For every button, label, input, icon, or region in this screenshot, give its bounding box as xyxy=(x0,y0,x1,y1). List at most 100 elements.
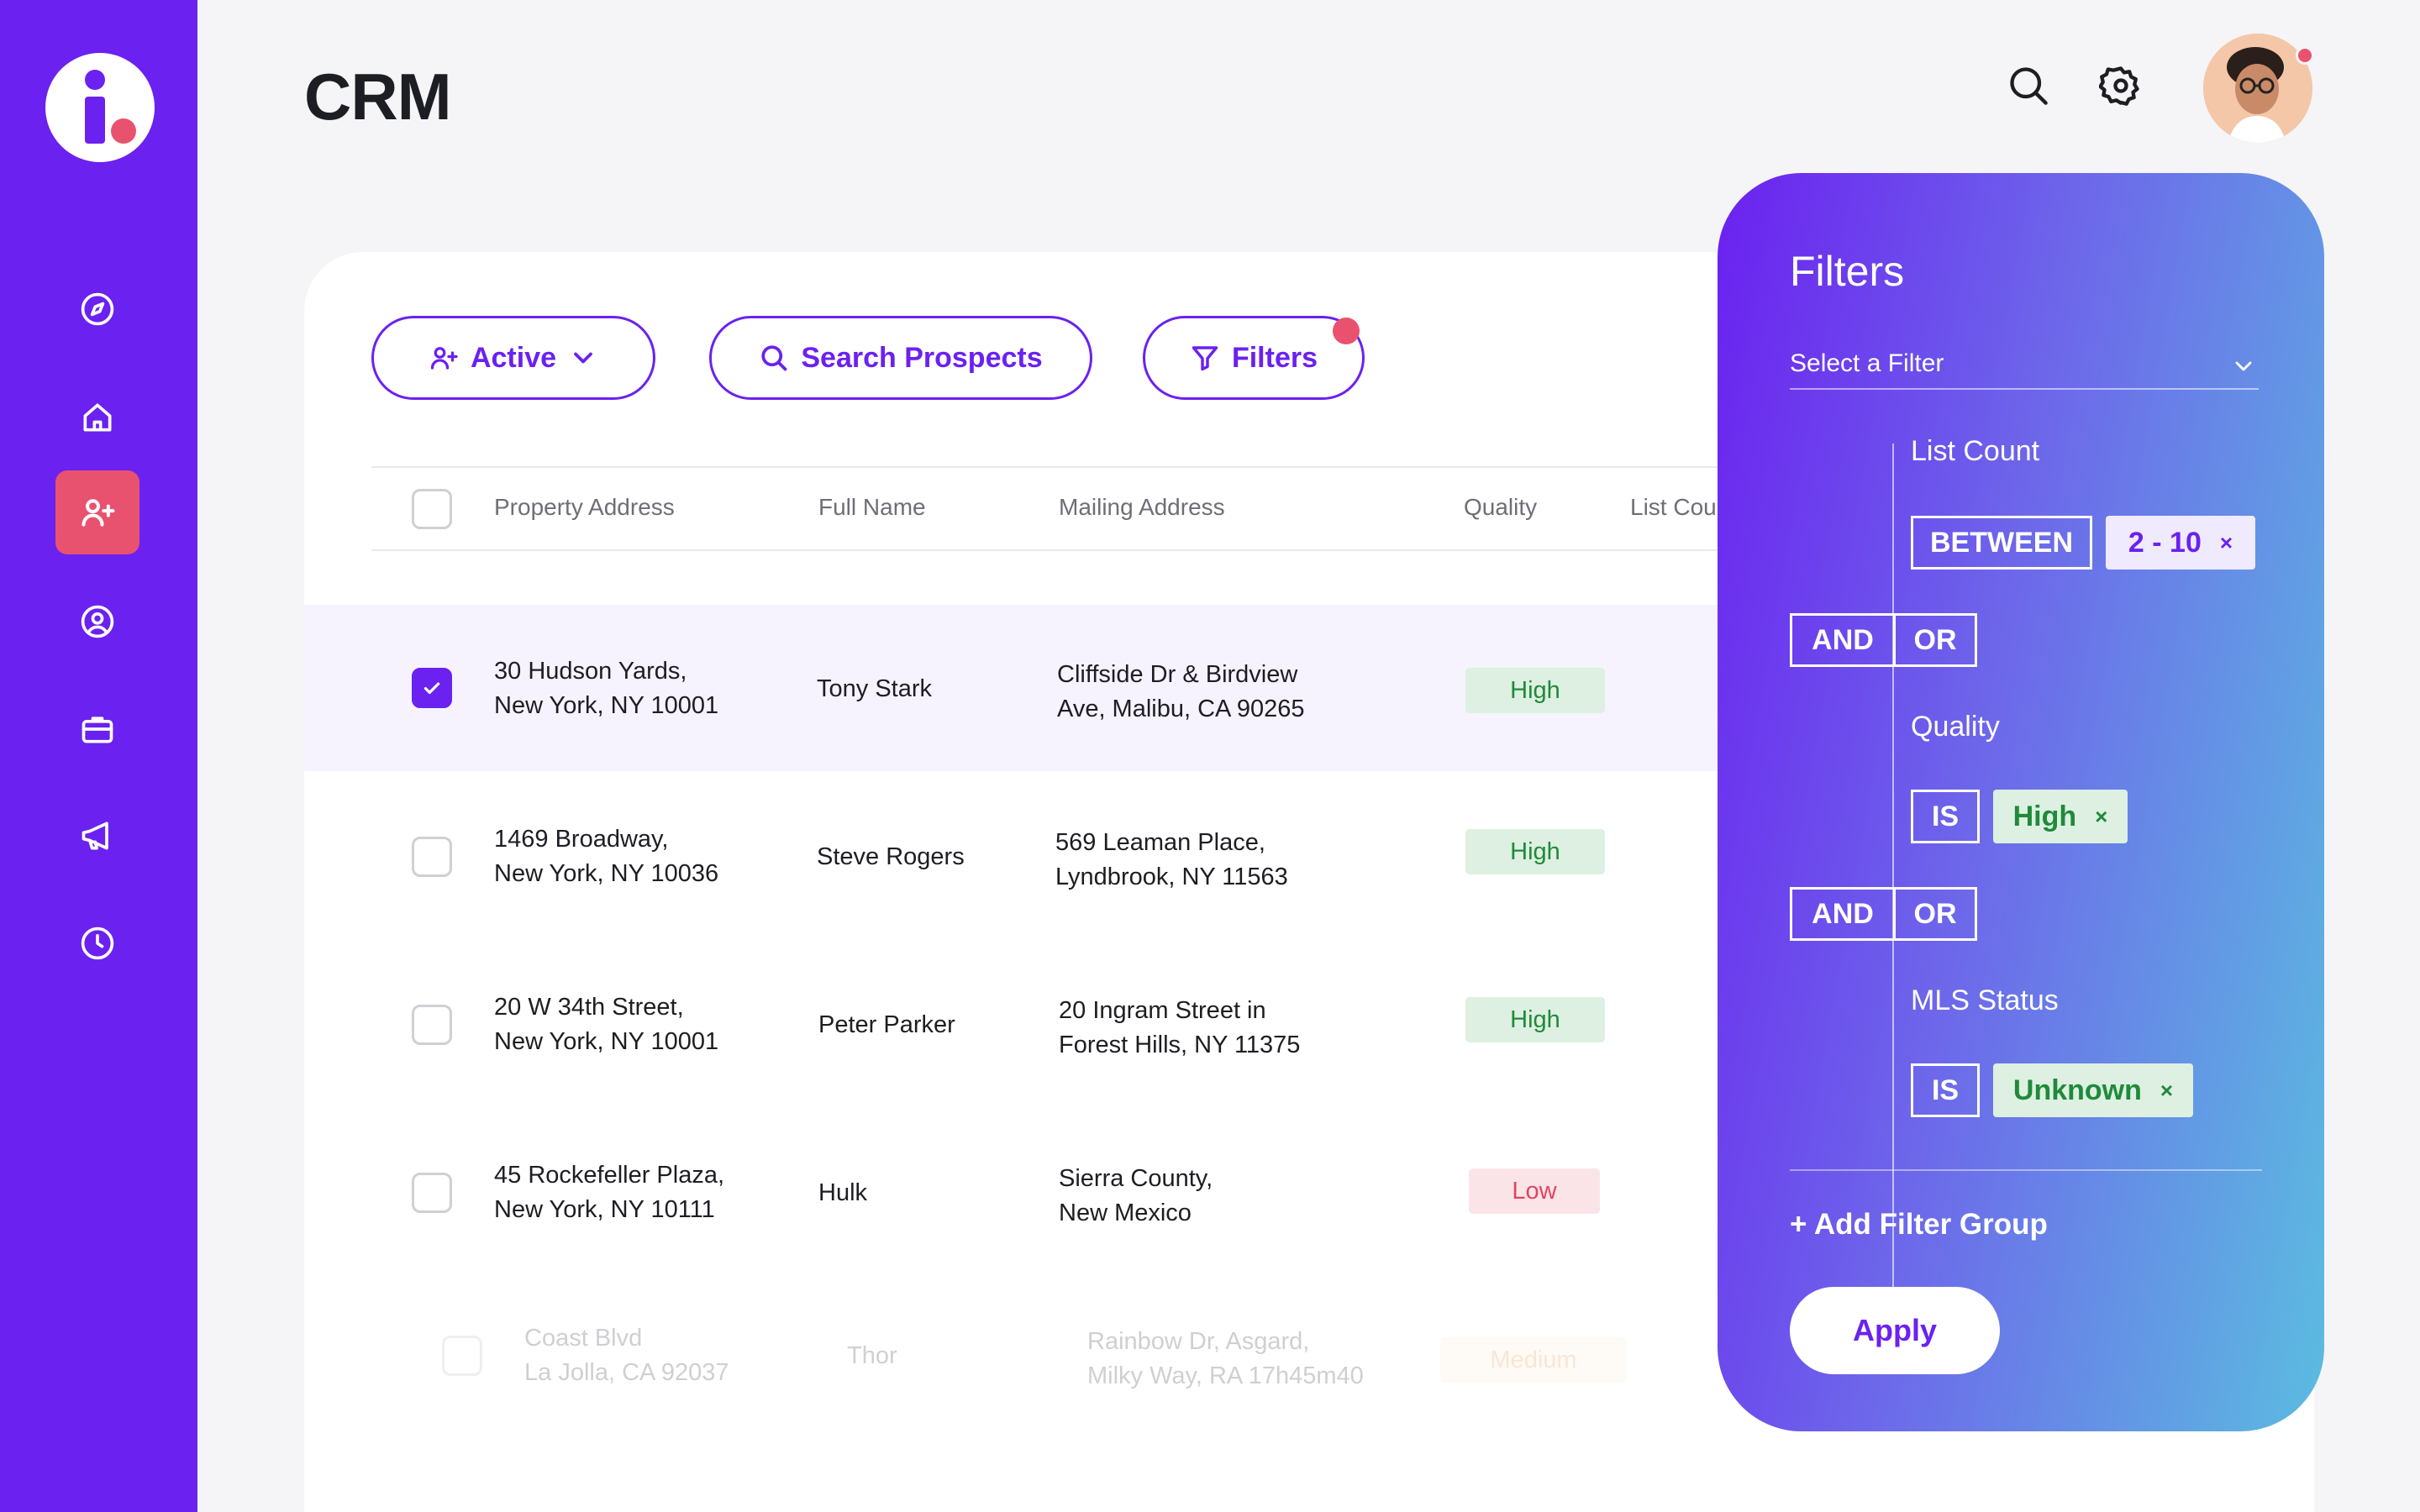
mailing-line-2: Forest Hills, NY 11375 xyxy=(1059,1032,1301,1058)
search-prospects-button[interactable]: Search Prospects xyxy=(709,316,1092,400)
address-line-2: La Jolla, CA 92037 xyxy=(524,1359,729,1386)
table-top-divider xyxy=(371,466,1733,468)
filter-field-list-count: List Count xyxy=(1911,435,2040,467)
clock-icon xyxy=(81,927,114,960)
check-icon xyxy=(424,682,440,695)
chevron-down-icon xyxy=(574,352,592,364)
sidebar-item-profile[interactable] xyxy=(55,580,139,664)
filter-value-chip[interactable]: 2 - 10 × xyxy=(2106,516,2255,570)
filter-value-chip[interactable]: High × xyxy=(1993,790,2128,843)
mailing-line-1: 20 Ingram Street in xyxy=(1059,997,1266,1024)
filter-select-underline xyxy=(1790,388,2259,390)
filter-value: High xyxy=(2012,800,2077,832)
quality-badge: Medium xyxy=(1440,1337,1627,1383)
sidebar-item-history[interactable] xyxy=(55,901,139,985)
filter-select[interactable]: Select a Filter xyxy=(1790,349,1944,377)
table-header-divider xyxy=(371,549,1733,551)
and-button[interactable]: AND xyxy=(1790,613,1896,667)
add-user-icon xyxy=(430,347,458,370)
filters-notification-dot xyxy=(1333,318,1360,344)
address-line-1: Coast Blvd xyxy=(524,1325,643,1352)
column-header-quality[interactable]: Quality xyxy=(1464,494,1538,520)
avatar-portrait xyxy=(2203,34,2312,143)
gear-icon[interactable] xyxy=(2099,64,2143,108)
column-header-property-address[interactable]: Property Address xyxy=(494,494,675,520)
notification-dot xyxy=(2296,46,2314,65)
chevron-down-icon[interactable] xyxy=(2230,353,2257,380)
filters-label: Filters xyxy=(1231,341,1318,374)
filters-panel: Filters Select a Filter List Count BETWE… xyxy=(1718,173,2324,1431)
row-property-address: 30 Hudson Yards, New York, NY 10001 xyxy=(494,654,718,723)
compass-icon xyxy=(81,292,114,326)
mailing-line-2: Lyndbrook, NY 11563 xyxy=(1055,864,1288,890)
row-full-name[interactable]: Peter Parker xyxy=(818,1011,955,1038)
address-line-2: New York, NY 10111 xyxy=(494,1196,715,1223)
row-checkbox-checked[interactable] xyxy=(412,668,452,708)
row-full-name[interactable]: Thor xyxy=(847,1342,897,1369)
filter-icon xyxy=(1192,346,1218,371)
select-all-checkbox[interactable] xyxy=(412,489,452,529)
mailing-line-1: Sierra County, xyxy=(1059,1165,1213,1192)
row-full-name[interactable]: Tony Stark xyxy=(817,675,932,702)
active-dropdown[interactable]: Active xyxy=(371,316,655,400)
address-line-1: 1469 Broadway, xyxy=(494,826,669,853)
add-filter-group-button[interactable]: + Add Filter Group xyxy=(1790,1208,2048,1241)
app-logo[interactable] xyxy=(45,53,155,162)
filters-button[interactable]: Filters xyxy=(1143,316,1365,400)
sidebar-item-home[interactable] xyxy=(55,375,139,459)
mailing-line-2: Ave, Malibu, CA 90265 xyxy=(1057,696,1305,722)
logic-toggle: AND OR xyxy=(1790,887,1977,941)
row-checkbox[interactable] xyxy=(442,1336,482,1376)
quality-badge: Low xyxy=(1469,1168,1600,1214)
row-mailing-address: Sierra County, New Mexico xyxy=(1059,1162,1213,1231)
logic-toggle: AND OR xyxy=(1790,613,1977,667)
row-mailing-address: 569 Leaman Place, Lyndbrook, NY 11563 xyxy=(1055,826,1288,895)
mailing-line-2: Milky Way, RA 17h45m40 xyxy=(1087,1362,1364,1389)
row-checkbox[interactable] xyxy=(412,837,452,877)
remove-icon[interactable]: × xyxy=(2095,803,2108,829)
page-title: CRM xyxy=(304,60,452,134)
or-button[interactable]: OR xyxy=(1893,887,1977,941)
address-line-2: New York, NY 10001 xyxy=(494,692,719,719)
row-mailing-address: 20 Ingram Street in Forest Hills, NY 113… xyxy=(1059,994,1300,1063)
sidebar-item-campaigns[interactable] xyxy=(55,794,139,878)
column-header-mailing-address[interactable]: Mailing Address xyxy=(1059,494,1225,520)
or-button[interactable]: OR xyxy=(1893,613,1977,667)
column-header-full-name[interactable]: Full Name xyxy=(818,494,926,520)
row-mailing-address: Cliffside Dr & Birdview Ave, Malibu, CA … xyxy=(1057,658,1305,727)
row-full-name[interactable]: Hulk xyxy=(818,1179,868,1206)
search-icon[interactable] xyxy=(2007,64,2050,108)
row-full-name[interactable]: Steve Rogers xyxy=(817,843,965,870)
add-user-icon xyxy=(82,499,115,527)
filters-panel-title: Filters xyxy=(1790,248,1905,295)
and-button[interactable]: AND xyxy=(1790,887,1896,941)
filter-value: 2 - 10 xyxy=(2128,526,2202,559)
row-checkbox[interactable] xyxy=(412,1005,452,1045)
mailing-line-1: Cliffside Dr & Birdview xyxy=(1057,661,1298,688)
panel-divider xyxy=(1790,1169,2262,1171)
row-checkbox[interactable] xyxy=(412,1173,452,1213)
row-property-address: Coast Blvd La Jolla, CA 92037 xyxy=(524,1321,729,1390)
apply-button[interactable]: Apply xyxy=(1790,1287,2000,1374)
remove-icon[interactable]: × xyxy=(2160,1077,2174,1103)
mailing-line-1: Rainbow Dr, Asgard, xyxy=(1087,1328,1310,1355)
row-mailing-address: Rainbow Dr, Asgard, Milky Way, RA 17h45m… xyxy=(1087,1325,1364,1394)
sidebar xyxy=(0,0,197,1512)
filter-value-chip[interactable]: Unknown × xyxy=(1993,1063,2193,1117)
filter-value: Unknown xyxy=(2012,1074,2142,1106)
search-icon xyxy=(761,345,787,371)
address-line-2: New York, NY 10036 xyxy=(494,860,719,887)
mailing-line-2: New Mexico xyxy=(1059,1200,1192,1226)
sidebar-item-portfolio[interactable] xyxy=(55,687,139,771)
filter-operator-is[interactable]: IS xyxy=(1911,1063,1980,1117)
filter-operator-between[interactable]: BETWEEN xyxy=(1911,516,2092,570)
sidebar-item-explore[interactable] xyxy=(55,267,139,351)
row-property-address: 20 W 34th Street, New York, NY 10001 xyxy=(494,990,718,1059)
column-header-list-count[interactable]: List Cou xyxy=(1630,494,1717,520)
address-line-1: 45 Rockefeller Plaza, xyxy=(494,1162,725,1189)
remove-icon[interactable]: × xyxy=(2219,529,2233,555)
filter-operator-is[interactable]: IS xyxy=(1911,790,1980,843)
avatar[interactable] xyxy=(2203,34,2312,143)
sidebar-item-prospects[interactable] xyxy=(55,470,139,554)
search-prospects-label: Search Prospects xyxy=(801,341,1043,374)
